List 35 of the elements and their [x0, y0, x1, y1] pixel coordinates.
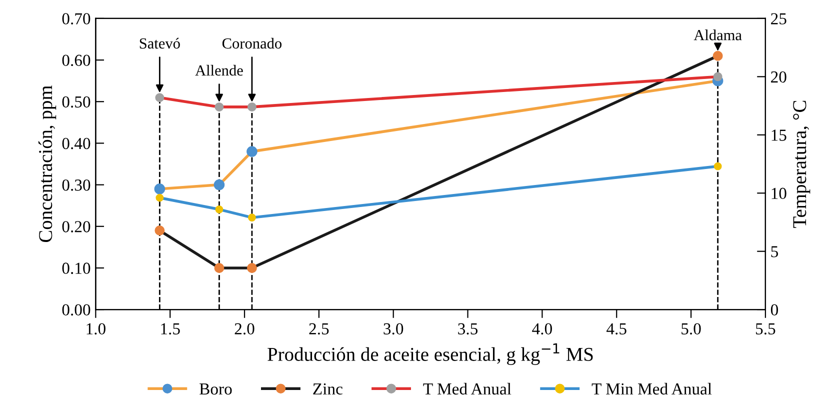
x-tick-label: 1.0 — [86, 323, 106, 335]
ref-line-label: Coronado — [222, 38, 282, 49]
y2-tick-label: 5 — [771, 246, 778, 258]
y-tick-label: 0.60 — [62, 54, 90, 66]
y2-axis-title: Temperatura, °C — [793, 100, 810, 228]
legend-label: Boro — [200, 384, 232, 395]
x-tick-label: 2.0 — [234, 323, 254, 335]
y-tick-label: 0.50 — [62, 96, 90, 108]
x-axis-title: Producción de aceite esencial, g kg$^{−1}$ MS — [268, 343, 593, 365]
legend-label: T Med Anual — [423, 382, 512, 395]
x-tick-label: 3.5 — [458, 323, 478, 335]
y2-tick-label: 0 — [770, 304, 778, 316]
legend-label: T Min Med Anual — [592, 382, 712, 395]
x-tick-label: 4.5 — [606, 323, 626, 335]
y2-tick-label: 15 — [772, 130, 786, 141]
y-tick-label: 0.70 — [62, 13, 90, 24]
y2-tick-label: 20 — [771, 71, 786, 83]
x-tick-label: 1.5 — [161, 323, 180, 335]
y2-tick-label: 10 — [772, 188, 786, 200]
y-tick-label: 0.20 — [62, 221, 90, 232]
y-tick-label: 0.30 — [62, 179, 90, 191]
y2-tick-label: 25 — [771, 13, 786, 24]
ref-line-label: Allende — [195, 64, 243, 76]
x-tick-label: 5.0 — [682, 323, 701, 335]
y-tick-label: 0.10 — [62, 262, 90, 274]
y-tick-label: 0.00 — [62, 304, 90, 316]
x-tick-label: 5.5 — [756, 323, 776, 335]
ref-line-label: Satevó — [140, 38, 180, 49]
y-tick-label: 0.40 — [62, 138, 90, 150]
ref-line-label: Aldama — [694, 30, 742, 40]
legend-label: Zinc — [313, 383, 342, 395]
y-axis-title: Concentración, ppm — [38, 85, 56, 242]
x-tick-label: 3.0 — [384, 323, 404, 335]
x-tick-label: 2.5 — [309, 323, 329, 335]
x-tick-label: 4.0 — [532, 323, 552, 335]
